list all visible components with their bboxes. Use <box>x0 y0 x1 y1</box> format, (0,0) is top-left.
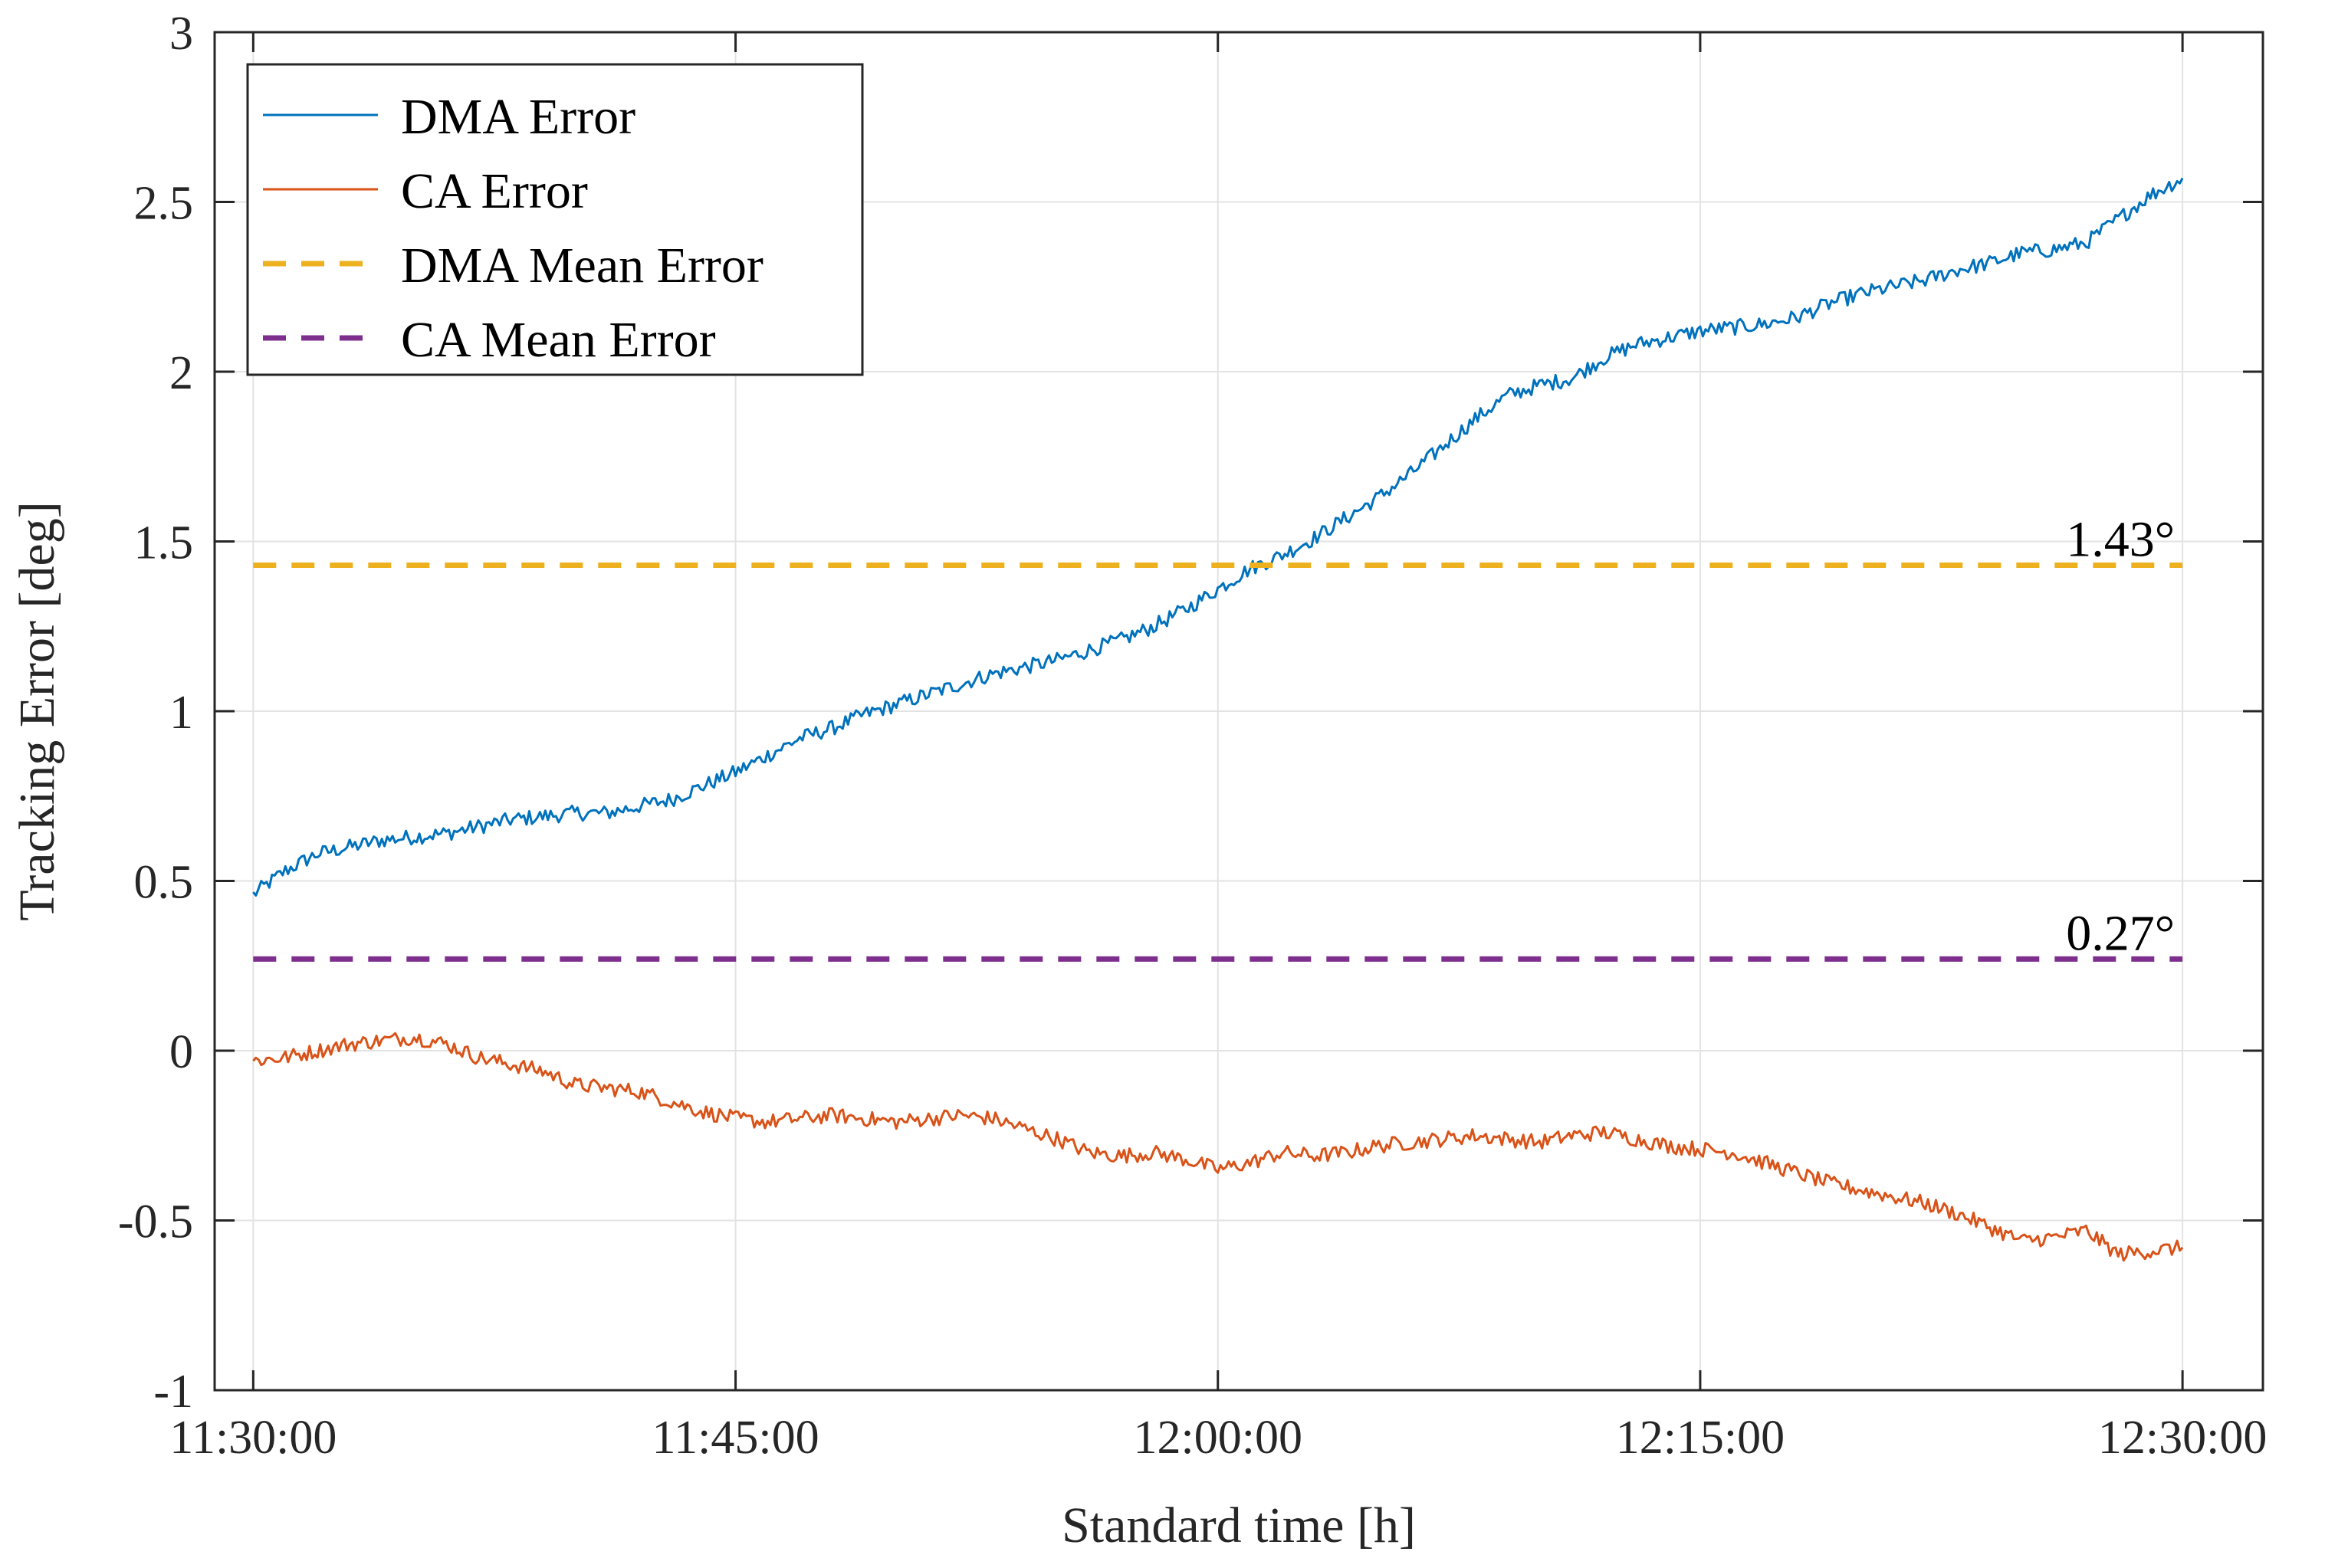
annotations: 1.43° 0.27° <box>2066 512 2175 962</box>
axis-ticks: 11:30:00 11:45:00 12:00:00 12:15:00 12:30:00… <box>118 8 2268 1464</box>
x-tick-label: 11:45:00 <box>652 1412 819 1464</box>
data-series <box>252 177 2184 1262</box>
y-tick-label: 3 <box>169 8 193 60</box>
legend-label-ca-error: CA Error <box>401 163 588 219</box>
mean-value-annotation: 1.43° <box>2066 512 2175 568</box>
y-tick-label: -1 <box>153 1366 193 1418</box>
legend: DMA Error CA Error DMA Mean Error CA Mean E… <box>246 63 864 376</box>
y-tick-label: 2 <box>169 347 193 399</box>
x-tick-label: 12:15:00 <box>1616 1412 1785 1464</box>
y-tick-label: 0.5 <box>134 857 194 909</box>
y-axis-label: Tracking Error [deg] <box>9 501 65 920</box>
y-tick-label: 0 <box>169 1026 193 1078</box>
x-tick-label: 12:30:00 <box>2098 1412 2267 1464</box>
mean-value-annotation: 0.27° <box>2066 905 2175 961</box>
y-tick-label: 2.5 <box>134 178 194 230</box>
y-tick-label: 1 <box>169 687 193 739</box>
ca-error-line <box>252 1032 2184 1262</box>
x-axis-label: Standard time [h] <box>1062 1497 1416 1553</box>
legend-label-dma-error: DMA Error <box>401 89 635 145</box>
x-tick-label: 11:30:00 <box>169 1412 337 1464</box>
y-tick-label: -0.5 <box>118 1196 193 1248</box>
x-tick-label: 12:00:00 <box>1134 1412 1302 1464</box>
legend-label-dma-mean-error: DMA Mean Error <box>401 238 764 294</box>
y-tick-label: 1.5 <box>134 517 194 569</box>
dma-error-line <box>252 177 2184 897</box>
legend-label-ca-mean-error: CA Mean Error <box>401 312 716 368</box>
